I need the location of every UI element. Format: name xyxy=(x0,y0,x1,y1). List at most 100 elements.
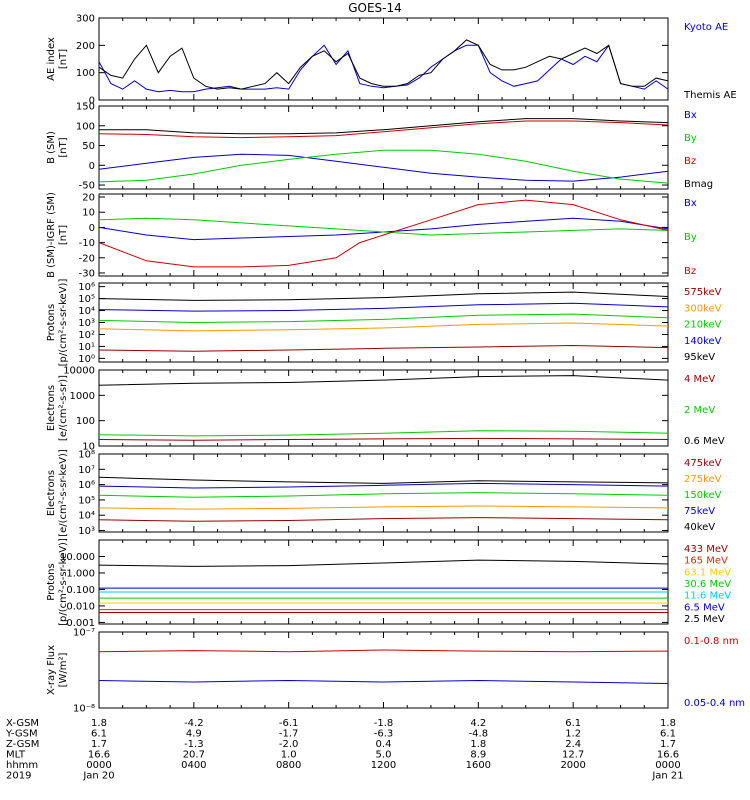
y-axis-label-line-2: [p/(cm²-s-sr-keV)] xyxy=(58,538,69,626)
y-tick-label: 10⁶ xyxy=(78,480,95,491)
y-tick-label: 10⁵ xyxy=(78,294,95,305)
x-axis-value: 20.7 xyxy=(183,750,205,761)
legend-label: 165 MeV xyxy=(684,556,728,567)
series-line xyxy=(98,149,669,184)
x-axis-value: 1.8 xyxy=(91,718,107,729)
series-line xyxy=(98,120,669,139)
x-axis-value: 0800 xyxy=(276,760,301,771)
y-axis-label-line-1: AE index xyxy=(46,37,57,81)
series-line xyxy=(98,559,669,567)
y-axis-label-line-1: Protons xyxy=(46,304,57,341)
y-tick-label: 10⁴ xyxy=(78,511,95,522)
x-axis-value: 2000 xyxy=(560,760,585,771)
x-axis-value: 1.7 xyxy=(660,739,676,750)
x-axis-value: 6.1 xyxy=(660,729,676,740)
x-axis-value: -1.3 xyxy=(184,739,204,750)
y-tick-label: -30 xyxy=(79,268,95,279)
y-tick-label: 200 xyxy=(76,41,95,52)
legend-label: 2.5 MeV xyxy=(684,614,725,625)
y-tick-label: 10⁰ xyxy=(78,354,95,365)
legend-label: 210keV xyxy=(684,320,722,331)
y-tick-label: 10¹ xyxy=(78,342,95,353)
series-line xyxy=(98,375,669,386)
y-tick-label: 10⁻⁸ xyxy=(73,704,95,715)
x-axis-value: 1.0 xyxy=(281,750,297,761)
x-axis-row-label: MLT xyxy=(6,750,26,761)
panel-frame xyxy=(98,105,669,190)
series-line xyxy=(98,39,669,90)
series-line xyxy=(98,322,669,332)
y-tick-label: 10.000 xyxy=(60,552,95,563)
legend-label: 0.6 MeV xyxy=(684,436,725,447)
series-line xyxy=(98,44,669,93)
x-axis-value: -2.0 xyxy=(279,739,299,750)
legend-label: 433 MeV xyxy=(684,544,728,555)
legend-label: 6.5 MeV xyxy=(684,602,725,613)
y-tick-label: 10⁴ xyxy=(78,306,95,317)
y-axis-label: B (SM)-IGRF (SM) [nT] xyxy=(46,192,69,278)
y-axis-label-line-1: Electrons xyxy=(46,470,57,516)
y-axis-label: X-ray Flux [W/m²] xyxy=(46,645,69,695)
series-line xyxy=(98,437,669,441)
y-tick-label: -50 xyxy=(79,181,95,192)
legend-label: 30.6 MeV xyxy=(684,579,731,590)
legend-label: 150keV xyxy=(684,490,722,501)
y-axis-label-line-1: Protons xyxy=(46,563,57,600)
y-axis-label-line-1: B (SM) xyxy=(46,131,57,164)
x-axis-value: 1200 xyxy=(371,760,396,771)
x-axis-value: 16.6 xyxy=(88,750,110,761)
legend-label: 575keV xyxy=(684,287,722,298)
y-axis-label-line-2: [p/(cm²-s-sr-keV)] xyxy=(58,279,69,367)
panel-2: -50 0 50 100 150 B (SM) [nT] Bx By Bz Bmag xyxy=(46,102,713,192)
panel-8: 10⁻⁸ 10⁻⁷ X-ray Flux [W/m²] 0.1-0.8 nm 0.05-0… xyxy=(46,628,745,715)
panel-frame xyxy=(98,631,669,709)
y-tick-label: 100 xyxy=(76,416,95,427)
series-line xyxy=(98,430,669,437)
x-axis-value: -4.8 xyxy=(469,729,489,740)
y-tick-label: 10³ xyxy=(78,526,95,537)
chart-title: GOES-14 xyxy=(348,1,402,15)
y-axis-label: B (SM) [nT] xyxy=(46,131,69,164)
series-line xyxy=(98,649,669,653)
y-tick-label: 10⁶ xyxy=(78,282,95,293)
x-axis-value: Jan 20 xyxy=(82,771,114,782)
x-axis-value: 1.2 xyxy=(565,729,581,740)
y-tick-label: 100 xyxy=(76,121,95,132)
y-tick-label: 0 xyxy=(89,96,95,107)
legend-label: 63.1 MeV xyxy=(684,567,731,578)
y-axis-label-line-2: [nT] xyxy=(58,225,69,245)
x-axis-value: 0400 xyxy=(181,760,206,771)
y-tick-label: 10⁵ xyxy=(78,495,95,506)
legend-label: 4 MeV xyxy=(684,374,715,385)
y-tick-label: 1000 xyxy=(70,391,95,402)
y-tick-label: 20 xyxy=(82,193,95,204)
y-tick-label: 0.100 xyxy=(66,585,95,596)
x-axis-value: 16.6 xyxy=(657,750,679,761)
x-axis-value: 2.4 xyxy=(565,739,581,750)
panel-frame xyxy=(98,539,669,625)
legend-label: 275keV xyxy=(684,474,722,485)
legend-label: 0.1-0.8 nm xyxy=(684,636,739,647)
y-axis-label: Electrons [e/(cm²-s-sr)] xyxy=(46,375,69,441)
y-axis-label: Protons [p/(cm²-s-sr-keV)] xyxy=(46,538,69,626)
series-line xyxy=(98,492,669,498)
legend-label: 11.6 MeV xyxy=(684,591,731,602)
panel-frame xyxy=(98,369,669,447)
y-axis-label-line-2: [W/m²] xyxy=(58,652,69,687)
x-axis-value: 1.8 xyxy=(660,718,676,729)
x-axis-value: 6.1 xyxy=(565,718,581,729)
y-axis-label-line-2: [nT] xyxy=(58,49,69,69)
x-axis-value: 0.4 xyxy=(376,739,392,750)
x-axis-value: 12.7 xyxy=(562,750,584,761)
y-tick-label: 10² xyxy=(78,330,95,341)
y-tick-label: -10 xyxy=(79,238,95,249)
legend-label: By xyxy=(684,232,697,243)
series-line xyxy=(98,217,669,241)
series-line xyxy=(98,291,669,301)
legend-label: Bx xyxy=(684,198,697,209)
legend-label: 40keV xyxy=(684,522,715,533)
legend-label: 300keV xyxy=(684,303,722,314)
